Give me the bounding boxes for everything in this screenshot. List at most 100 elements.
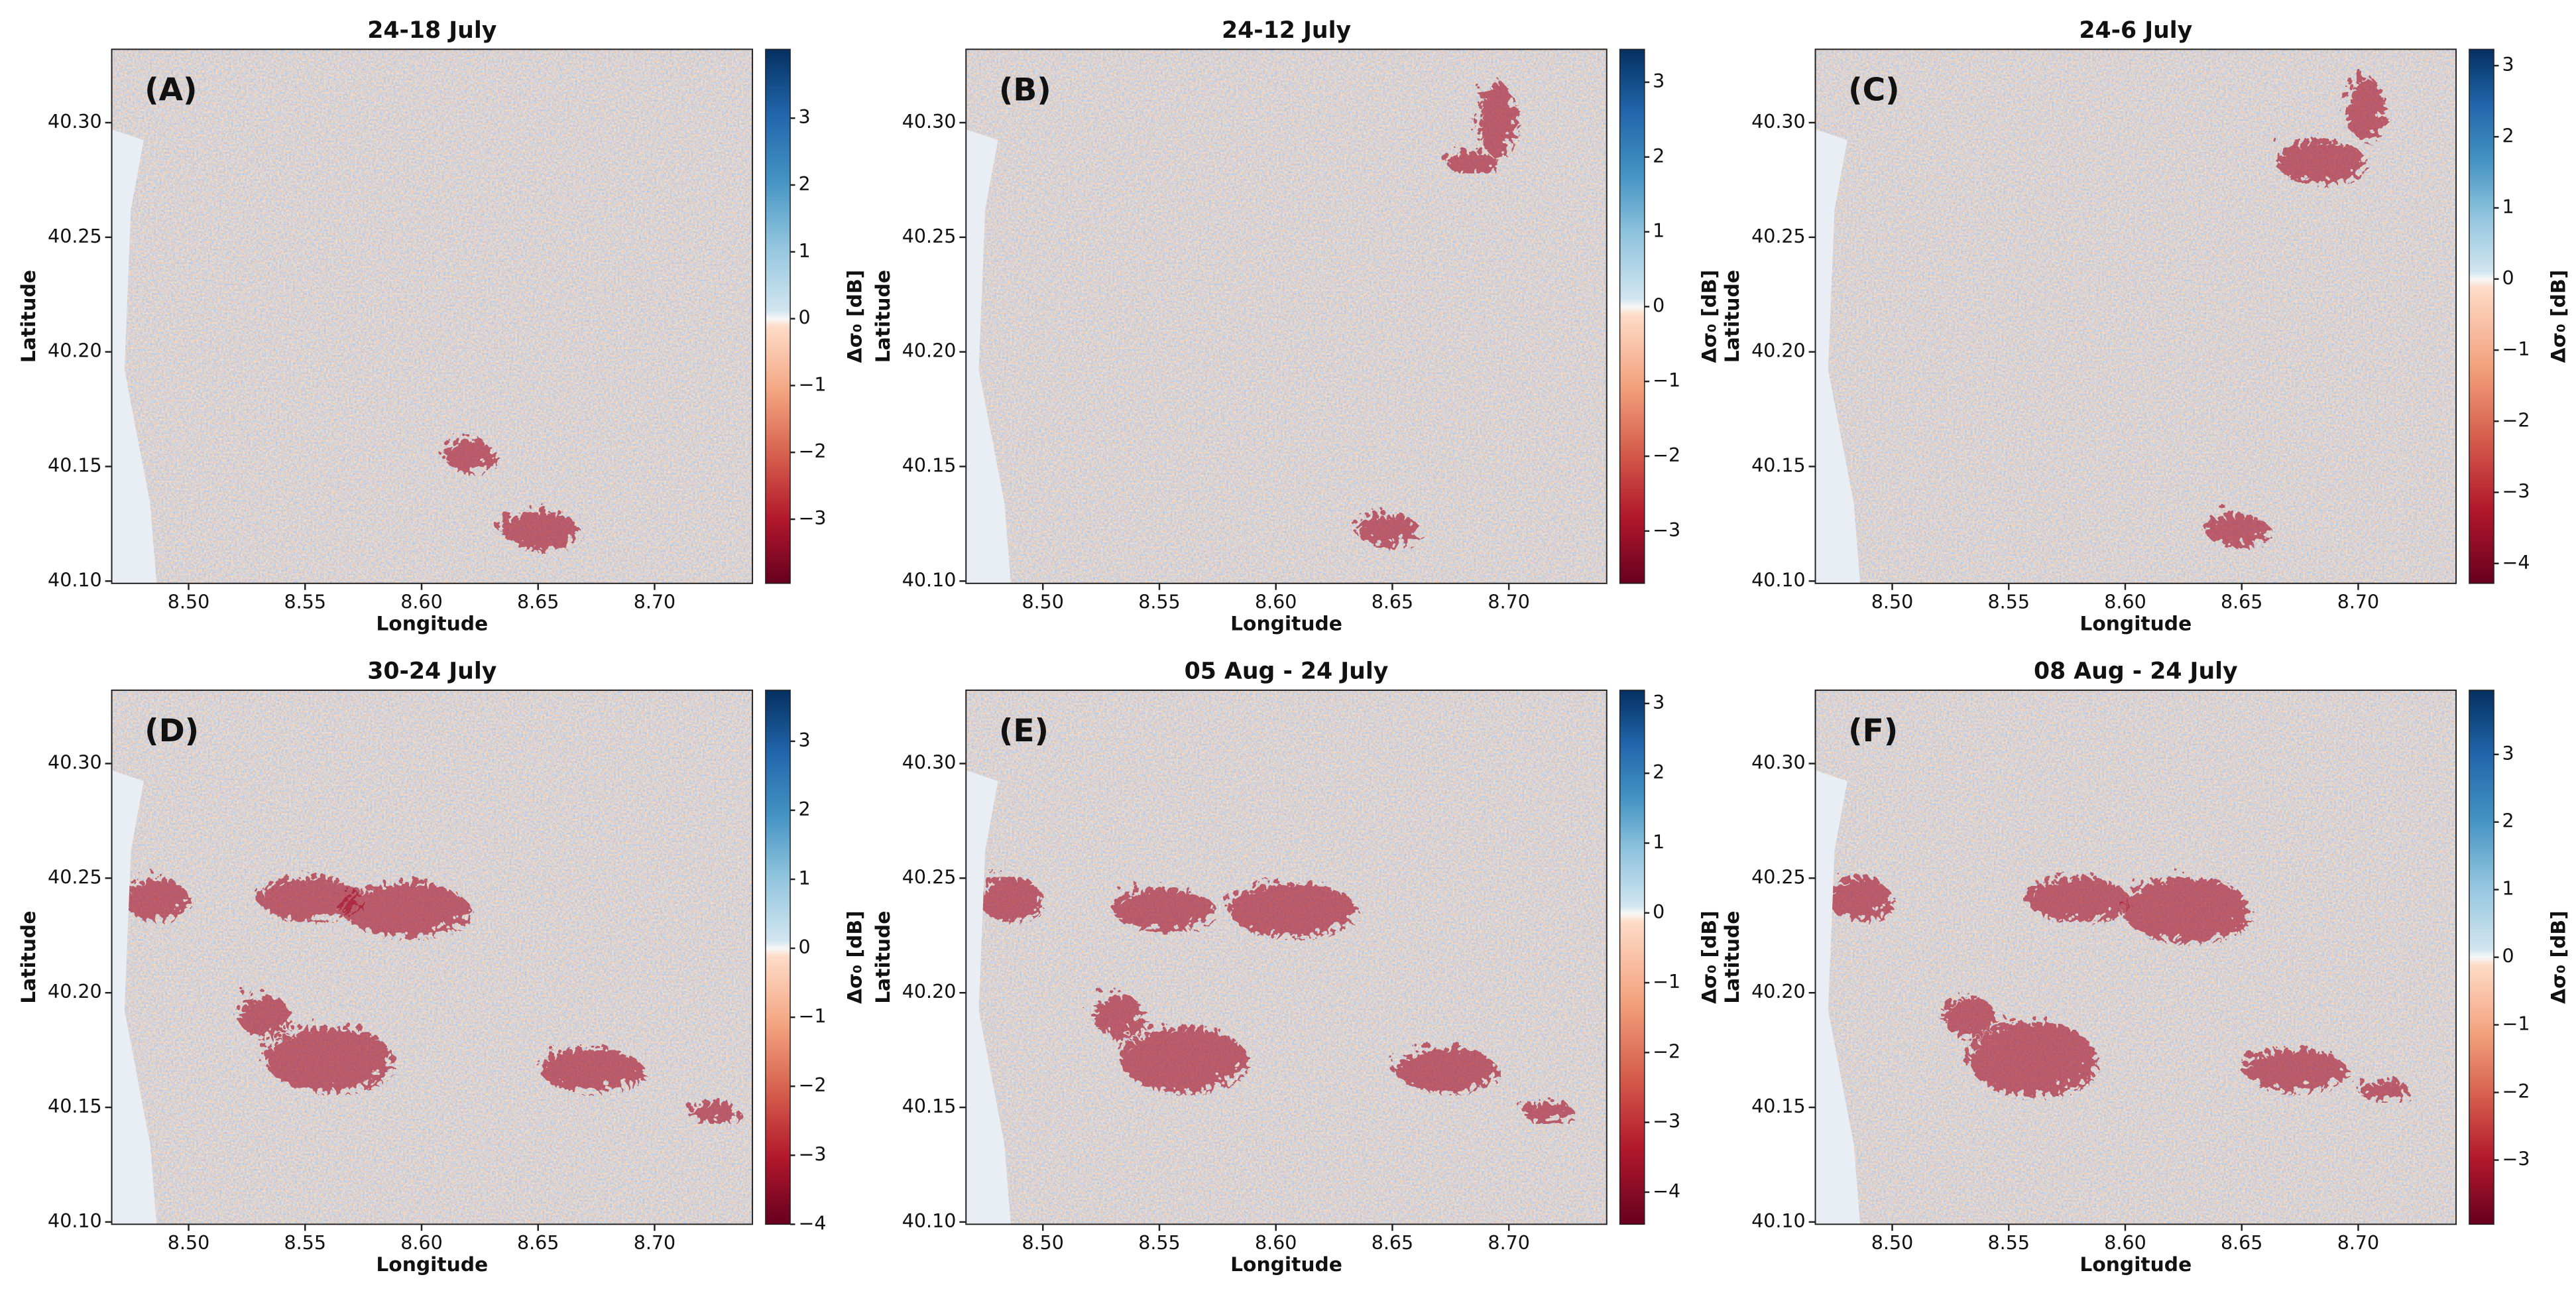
plot-frame	[111, 689, 754, 1225]
colorbar-tick-label: 1	[1653, 220, 1665, 242]
colorbar	[765, 48, 791, 584]
colorbar-tick-label: 3	[2502, 54, 2514, 76]
y-tick-label: 40.20	[48, 981, 102, 1003]
panel: 30-24 July (D) 8.50 8.55 8.60 8.65 8.70 40.10 40…	[17, 658, 867, 1276]
y-axis-label: Latitude	[17, 911, 40, 1004]
change-patch	[2116, 871, 2245, 936]
colorbar-tick-label: −3	[798, 1143, 826, 1165]
y-tick-label: 40.30	[1751, 752, 1806, 774]
change-patch	[1962, 1016, 2091, 1091]
y-tick-label: 40.20	[902, 340, 957, 362]
colorbar-tick-label: −1	[798, 373, 826, 395]
map-area	[966, 49, 1607, 584]
change-patch	[1472, 76, 1511, 151]
sea-mask	[1815, 129, 1861, 584]
change-patch	[1113, 1021, 1242, 1085]
x-tick-label: 8.70	[1488, 591, 1529, 613]
x-tick-label: 8.65	[1372, 1232, 1413, 1254]
colorbar-tick-label: 3	[1653, 692, 1665, 713]
x-axis-label: Longitude	[376, 1253, 488, 1276]
y-tick-label: 40.15	[1751, 455, 1806, 477]
colorbar-tick-label: 1	[798, 240, 810, 262]
x-axis-label: Longitude	[2079, 612, 2192, 635]
colorbar-tick-label: −1	[2502, 1013, 2530, 1035]
panel-title: 24-18 July	[367, 17, 497, 44]
panel-label: (A)	[145, 72, 197, 108]
map-area	[111, 49, 753, 584]
x-tick-label: 8.55	[284, 591, 326, 613]
y-tick-label: 40.30	[902, 752, 957, 774]
plot-frame	[965, 48, 1608, 584]
change-patch	[1106, 882, 1210, 926]
colorbar	[1619, 690, 1645, 1225]
map	[1815, 49, 2457, 584]
colorbar	[1619, 48, 1645, 584]
x-tick-label: 8.60	[400, 591, 442, 613]
panel-title: 08 Aug - 24 July	[2034, 658, 2238, 685]
y-tick-label: 40.10	[1751, 569, 1806, 591]
colorbar-tick-label: 3	[2502, 743, 2514, 765]
change-patch	[534, 1042, 638, 1085]
change-patch	[335, 877, 465, 931]
x-tick-label: 8.65	[2221, 1232, 2262, 1254]
y-tick-label: 40.15	[1751, 1095, 1806, 1117]
x-tick-label: 8.65	[1372, 591, 1413, 613]
x-tick-label: 8.65	[2221, 591, 2262, 613]
y-tick-label: 40.25	[1751, 225, 1806, 247]
x-tick-label: 8.55	[1988, 1232, 2030, 1254]
y-tick-label: 40.25	[902, 225, 957, 247]
x-tick-label: 8.55	[1988, 591, 2030, 613]
panel-title: 24-12 July	[1222, 17, 1351, 44]
colorbar-tick-label: −4	[2502, 552, 2530, 574]
colorbar-tick-label: 2	[1653, 761, 1665, 783]
x-axis-label: Longitude	[1230, 612, 1342, 635]
colorbar-tick-label: 2	[1653, 145, 1665, 167]
y-axis-label: Latitude	[1721, 911, 1744, 1004]
y-tick-label: 40.25	[48, 225, 102, 247]
colorbar-tick-label: 1	[2502, 196, 2514, 218]
colorbar-tick-label: −1	[798, 1005, 826, 1027]
colorbar-label: Δσ₀ [dB]	[844, 910, 867, 1004]
y-tick-label: 40.10	[1751, 1210, 1806, 1232]
y-axis-label: Latitude	[872, 270, 895, 363]
change-patch	[2238, 1042, 2341, 1085]
colorbar	[2469, 690, 2494, 1225]
panel-label: (D)	[145, 713, 199, 749]
change-patch	[2341, 70, 2380, 135]
y-tick-label: 40.30	[48, 752, 102, 774]
map-area	[1815, 690, 2457, 1225]
y-tick-label: 40.20	[902, 981, 957, 1003]
x-tick-label: 8.60	[2104, 591, 2146, 613]
colorbar-tick-label: 1	[798, 867, 810, 889]
colorbar-tick-label: 0	[1653, 901, 1665, 923]
x-tick-label: 8.55	[284, 1232, 326, 1254]
change-patch	[681, 1096, 734, 1118]
sea-mask	[111, 770, 157, 1225]
y-tick-label: 40.15	[902, 455, 957, 477]
y-tick-label: 40.30	[48, 111, 102, 133]
x-tick-label: 8.55	[1138, 591, 1180, 613]
sea-mask	[966, 770, 1011, 1225]
change-patch	[1350, 509, 1415, 541]
x-tick-label: 8.70	[2337, 1232, 2379, 1254]
change-patch	[2270, 135, 2361, 178]
x-tick-label: 8.50	[1022, 591, 1064, 613]
change-patch	[1822, 871, 1886, 915]
colorbar-tick-label: 2	[2502, 810, 2514, 832]
panel: 24-12 July (B) 8.50 8.55 8.60 8.65 8.70 40.10 40…	[872, 17, 1722, 635]
colorbar-tick-label: 0	[2502, 946, 2514, 967]
colorbar-tick-label: −2	[798, 1074, 826, 1096]
colorbar-tick-label: −2	[2502, 409, 2530, 431]
colorbar-tick-label: 0	[798, 307, 810, 329]
x-tick-label: 8.60	[1255, 1232, 1297, 1254]
panel-label: (C)	[1848, 72, 1900, 108]
change-patch	[2353, 1074, 2405, 1097]
colorbar-tick-label: −1	[2502, 338, 2530, 360]
map	[111, 49, 753, 584]
x-tick-label: 8.50	[1871, 1232, 1913, 1254]
change-patch	[1937, 989, 1989, 1032]
colorbar-tick-label: −2	[2502, 1081, 2530, 1103]
y-tick-label: 40.10	[48, 569, 102, 591]
x-axis-label: Longitude	[1230, 1253, 1342, 1276]
